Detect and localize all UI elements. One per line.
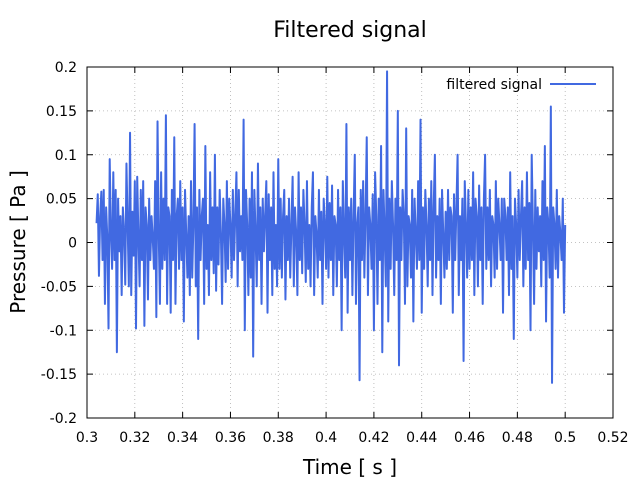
y-tick-label: 0.15 — [46, 104, 77, 120]
y-tick-label: 0.05 — [46, 192, 77, 208]
y-tick-label: 0.2 — [55, 60, 77, 76]
x-tick-label: 0.42 — [358, 430, 389, 446]
chart-title: Filtered signal — [273, 18, 427, 43]
x-tick-label: 0.3 — [76, 430, 98, 446]
x-tick-labels: 0.3 0.32 0.34 0.36 0.38 0.4 0.42 0.44 0.46 0.48 0.… — [76, 430, 629, 446]
y-tick-label: -0.2 — [50, 411, 77, 427]
y-tick-label: 0.1 — [55, 148, 77, 164]
x-tick-label: 0.38 — [263, 430, 294, 446]
legend-label: filtered signal — [446, 77, 542, 93]
x-tick-label: 0.46 — [454, 430, 485, 446]
y-tick-labels: -0.2 -0.15 -0.1 -0.05 0 0.05 0.1 0.15 0.2 — [41, 60, 77, 427]
x-axis-label: Time [ s ] — [302, 455, 397, 479]
y-tick-label: 0 — [68, 236, 77, 252]
grid-lines — [87, 67, 613, 418]
y-tick-label: -0.1 — [50, 323, 77, 339]
x-tick-label: 0.4 — [315, 430, 337, 446]
x-tick-label: 0.32 — [119, 430, 150, 446]
x-tick-label: 0.5 — [554, 430, 576, 446]
x-tick-label: 0.52 — [597, 430, 628, 446]
x-tick-label: 0.48 — [502, 430, 533, 446]
y-axis-label: Pressure [ Pa ] — [6, 170, 30, 314]
y-tick-label: -0.15 — [41, 367, 77, 383]
x-tick-label: 0.36 — [215, 430, 246, 446]
series-line-filtered-signal — [95, 70, 567, 384]
x-tick-label: 0.44 — [406, 430, 437, 446]
x-tick-label: 0.34 — [167, 430, 198, 446]
axis-ticks — [86, 66, 614, 419]
legend: filtered signal — [446, 77, 596, 93]
y-tick-label: -0.05 — [41, 279, 77, 295]
